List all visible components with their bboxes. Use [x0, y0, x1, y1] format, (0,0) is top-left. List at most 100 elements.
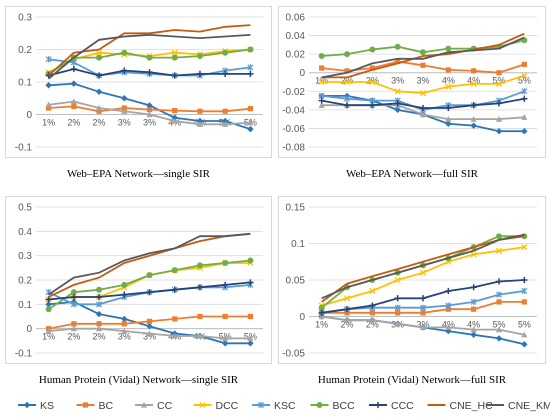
data-point	[247, 340, 254, 347]
data-point	[146, 69, 153, 76]
data-point	[45, 296, 52, 303]
data-point	[247, 279, 254, 286]
caption-human-protein-full: Human Protein (Vidal) Network—full SIR	[317, 374, 507, 386]
series-cne-km	[48, 232, 251, 296]
data-point	[221, 340, 229, 347]
data-point	[96, 108, 102, 114]
data-point	[71, 321, 77, 327]
data-point	[196, 262, 203, 269]
x-tick-label: 3%	[118, 118, 131, 128]
data-point	[470, 122, 477, 129]
y-tick-label: -0.08	[282, 143, 305, 154]
x-tick-label: 5%	[492, 320, 505, 330]
data-point	[470, 326, 477, 333]
x-tick-label: 4%	[467, 76, 480, 86]
x-tick-label: 1%	[315, 76, 328, 86]
data-point	[196, 117, 204, 125]
data-point	[419, 304, 427, 311]
x-tick-label: 2%	[67, 332, 80, 342]
data-point	[45, 56, 52, 63]
data-point	[146, 289, 153, 296]
y-tick-label: -0.1	[15, 143, 33, 154]
data-point	[445, 306, 451, 312]
legend-item-cc: CC	[135, 400, 173, 412]
data-point	[470, 80, 477, 87]
data-point	[146, 330, 153, 337]
legend-label: KSC	[274, 400, 296, 412]
data-point	[343, 95, 351, 102]
series-cne-hc	[48, 232, 251, 298]
x-tick-label: 2%	[366, 76, 379, 86]
series-line	[321, 32, 525, 79]
data-point	[247, 257, 254, 264]
data-point	[318, 309, 325, 316]
series-line	[47, 24, 251, 77]
data-point	[445, 116, 452, 122]
series-ccc	[45, 279, 254, 303]
legend-label: CC	[157, 400, 173, 412]
x-tick-label: 3%	[143, 118, 156, 128]
data-point	[121, 315, 128, 323]
data-point	[172, 108, 178, 114]
data-point	[445, 287, 452, 295]
data-point	[121, 321, 127, 327]
data-point	[343, 295, 351, 302]
series-line	[321, 233, 525, 300]
data-point	[470, 298, 477, 305]
y-tick-label: -0.1	[15, 349, 33, 360]
data-point	[196, 70, 204, 77]
data-point	[470, 251, 477, 258]
x-tick-label: 2%	[340, 76, 353, 86]
data-point	[369, 310, 375, 316]
legend-item-dcc: DCC	[193, 400, 239, 412]
series-dcc	[318, 244, 528, 309]
data-point	[222, 335, 229, 341]
y-tick-label: 0	[299, 312, 305, 323]
legend-marker	[23, 401, 31, 409]
data-point	[197, 313, 203, 320]
data-point	[470, 284, 477, 291]
data-point	[521, 287, 528, 295]
chart-web-epa-full-sir: -0.08 -0.06 -0.04 -0.02 0 0.02 0.04 0.06 1% 2% 2% 3…	[282, 13, 537, 154]
data-point	[521, 299, 527, 305]
data-point	[318, 313, 325, 320]
data-point	[496, 299, 502, 305]
data-point	[470, 331, 477, 338]
data-point	[496, 70, 502, 76]
data-point	[171, 114, 178, 121]
series-line	[321, 36, 525, 79]
data-point	[419, 104, 427, 112]
legend-marker	[140, 401, 148, 408]
data-point	[495, 128, 503, 135]
y-tick-label: 0.02	[286, 50, 306, 61]
series-cc	[45, 325, 254, 341]
data-point	[471, 306, 477, 312]
data-point	[196, 284, 204, 291]
data-point	[420, 310, 426, 316]
series-cne-hc	[321, 32, 525, 79]
x-tick-label: 1%	[42, 118, 55, 128]
data-point	[95, 325, 103, 332]
data-point	[394, 304, 401, 311]
data-point	[70, 80, 78, 87]
x-tick-label: 1%	[42, 332, 55, 342]
y-tick-label: 0.1	[18, 78, 32, 89]
data-point	[247, 64, 254, 71]
data-point	[369, 287, 376, 295]
data-point	[121, 108, 128, 114]
legend-item-bc: BC	[76, 400, 114, 412]
data-point	[121, 95, 128, 102]
series-line	[48, 33, 251, 80]
data-point	[394, 88, 401, 95]
data-point	[247, 313, 253, 320]
legend-item-bcc: BCC	[310, 400, 355, 412]
data-point	[172, 316, 178, 322]
y-tick-label: -0.05	[282, 349, 305, 360]
data-point	[146, 323, 153, 330]
data-point	[344, 310, 350, 316]
data-point	[343, 102, 351, 109]
data-point	[445, 104, 452, 112]
x-tick-label: 3%	[143, 332, 156, 342]
data-point	[521, 276, 528, 284]
data-point	[369, 102, 376, 109]
